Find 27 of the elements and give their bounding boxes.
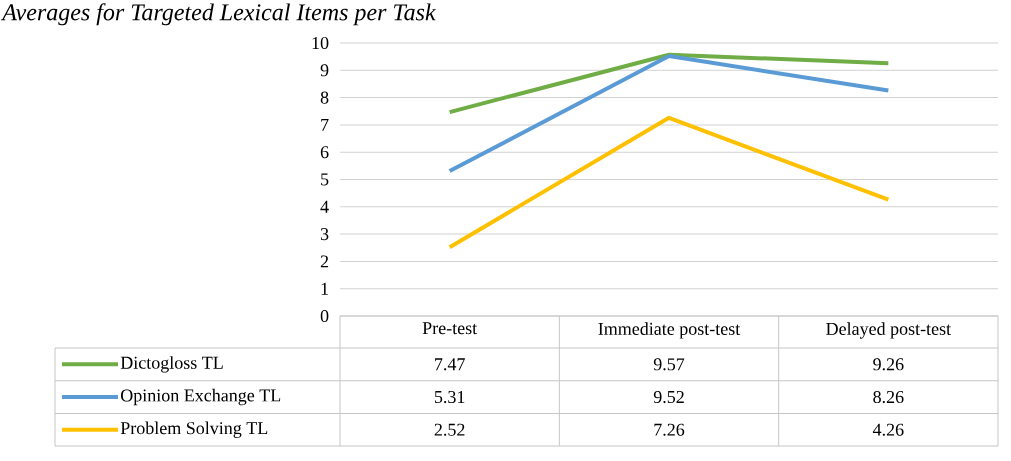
y-tick-label: 0	[320, 309, 329, 323]
y-tick-label: 4	[320, 200, 329, 213]
x-tick-label: Immediate post-test	[598, 322, 741, 339]
y-tick-label: 10	[312, 36, 329, 50]
data-label: 7.47	[435, 358, 465, 371]
data-label: 9.52	[653, 390, 684, 404]
data-label: 7.26	[654, 423, 685, 436]
x-tick-label: Pre-test	[422, 322, 478, 335]
legend-label: Opinion Exchange TL	[121, 388, 281, 406]
legend-label: Problem Solving TL	[120, 421, 268, 438]
y-tick-label: 1	[321, 282, 328, 295]
y-tick-label: 9	[320, 64, 329, 77]
y-tick-label: 8	[320, 91, 329, 104]
y-tick-label: 3	[320, 228, 329, 241]
data-label: 9.57	[653, 358, 685, 371]
data-label: 8.26	[873, 390, 904, 404]
y-tick-label: 5	[321, 173, 329, 186]
data-label: 5.31	[434, 390, 465, 404]
y-tick-label: 7	[321, 119, 329, 131]
y-tick-label: 6	[320, 146, 329, 159]
data-label: 2.52	[434, 423, 465, 436]
legend-label: Dictogloss TL	[120, 356, 223, 373]
chart-title: Averages for Targeted Lexical Items per Task	[0, 3, 436, 26]
x-tick-label: Delayed post-test	[826, 322, 951, 339]
data-label: 9.26	[873, 358, 904, 371]
data-label: 4.26	[872, 423, 904, 436]
y-tick-label: 2	[320, 255, 329, 268]
